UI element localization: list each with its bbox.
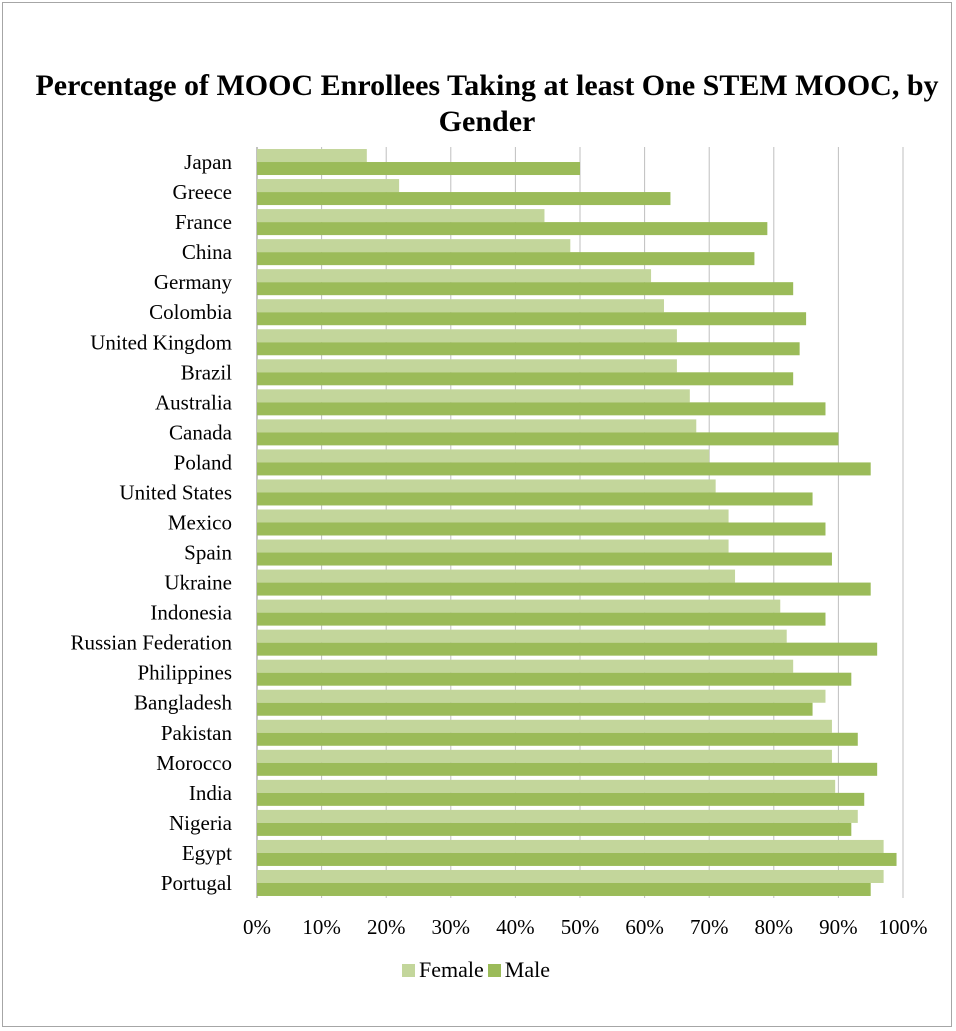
category-label: Germany bbox=[154, 270, 233, 294]
bar-female bbox=[257, 359, 677, 373]
bar-female bbox=[257, 209, 545, 223]
bar-female bbox=[257, 449, 710, 463]
x-tick-label: 40% bbox=[496, 915, 535, 939]
bar-female bbox=[257, 809, 858, 823]
bar-male bbox=[257, 402, 826, 416]
x-tick-label: 20% bbox=[367, 915, 406, 939]
bar-female bbox=[257, 659, 794, 673]
category-label: Nigeria bbox=[169, 811, 233, 835]
bar-female bbox=[257, 149, 367, 163]
x-tick-label: 100% bbox=[879, 915, 928, 939]
bar-female bbox=[257, 509, 729, 523]
category-label: Spain bbox=[184, 541, 232, 565]
bar-male bbox=[257, 222, 768, 236]
bar-female bbox=[257, 869, 884, 883]
category-label: India bbox=[189, 781, 233, 805]
bar-female bbox=[257, 269, 652, 283]
legend-item-female: Female bbox=[402, 957, 484, 983]
bar-female bbox=[257, 329, 677, 343]
bar-male bbox=[257, 732, 858, 746]
bar-female bbox=[257, 179, 400, 193]
legend: Female Male bbox=[0, 955, 956, 985]
category-label: Ukraine bbox=[164, 571, 232, 595]
bar-male bbox=[257, 372, 794, 386]
bar-male bbox=[257, 552, 832, 566]
category-label: Brazil bbox=[181, 360, 232, 384]
bar-male bbox=[257, 192, 671, 206]
category-label: Indonesia bbox=[150, 601, 232, 625]
legend-label-female: Female bbox=[419, 957, 484, 982]
bar-male bbox=[257, 672, 852, 686]
category-label: France bbox=[175, 210, 232, 234]
bar-female bbox=[257, 299, 664, 313]
bar-female bbox=[257, 389, 690, 403]
x-tick-label: 60% bbox=[625, 915, 664, 939]
category-label: Russian Federation bbox=[70, 631, 232, 655]
x-tick-label: 50% bbox=[561, 915, 600, 939]
x-tick-label: 30% bbox=[432, 915, 471, 939]
category-label: Portugal bbox=[161, 871, 232, 895]
bar-male bbox=[257, 702, 813, 716]
bar-female bbox=[257, 749, 832, 763]
category-label: Mexico bbox=[168, 511, 232, 535]
category-label: Greece bbox=[173, 180, 232, 204]
bar-female bbox=[257, 569, 736, 583]
bar-male bbox=[257, 252, 755, 266]
category-label: China bbox=[182, 240, 233, 264]
bar-female bbox=[257, 479, 716, 493]
category-label: Philippines bbox=[137, 661, 232, 685]
bar-male bbox=[257, 612, 826, 626]
legend-swatch-male bbox=[487, 963, 501, 977]
x-tick-labels: 0% 10% 20% 30% 40% 50% 60% 70% 80% 90% 100% bbox=[243, 915, 928, 939]
category-label: United States bbox=[119, 480, 232, 504]
x-tick-label: 0% bbox=[243, 915, 271, 939]
bar-female bbox=[257, 599, 781, 613]
x-tick-label: 70% bbox=[690, 915, 729, 939]
legend-item-male: Male bbox=[487, 957, 550, 983]
category-label: Colombia bbox=[149, 300, 233, 324]
bar-male bbox=[257, 432, 839, 446]
bar-female bbox=[257, 629, 787, 643]
bar-female bbox=[257, 239, 571, 253]
category-labels: Japan Greece France China Germany Colombia Uni… bbox=[70, 150, 232, 895]
bar-male bbox=[257, 882, 871, 896]
category-label: Japan bbox=[184, 150, 232, 174]
bar-female bbox=[257, 689, 826, 703]
bar-male bbox=[257, 162, 580, 176]
bar-male bbox=[257, 642, 878, 656]
bar-male bbox=[257, 792, 865, 806]
category-label: Poland bbox=[174, 450, 233, 474]
bar-male bbox=[257, 492, 813, 506]
bar-male bbox=[257, 822, 852, 836]
bar-male bbox=[257, 762, 878, 776]
bar-male bbox=[257, 582, 871, 596]
chart-title: Percentage of MOOC Enrollees Taking at l… bbox=[35, 69, 939, 138]
bar-female bbox=[257, 839, 884, 853]
bar-male bbox=[257, 342, 800, 356]
category-label: Bangladesh bbox=[134, 691, 232, 715]
bars bbox=[257, 149, 897, 896]
category-label: Pakistan bbox=[161, 721, 233, 745]
legend-swatch-female bbox=[402, 963, 416, 977]
category-label: Australia bbox=[155, 390, 233, 414]
bar-male bbox=[257, 522, 826, 536]
x-tick-label: 80% bbox=[755, 915, 794, 939]
legend-label-male: Male bbox=[504, 957, 550, 982]
category-label: Egypt bbox=[182, 841, 232, 865]
bar-female bbox=[257, 419, 697, 433]
bar-female bbox=[257, 719, 832, 733]
bar-female bbox=[257, 779, 836, 793]
bar-male bbox=[257, 282, 794, 296]
bar-male bbox=[257, 462, 871, 476]
category-label: Morocco bbox=[156, 751, 232, 775]
x-tick-label: 90% bbox=[819, 915, 858, 939]
category-label: United Kingdom bbox=[90, 330, 232, 354]
bar-male bbox=[257, 852, 897, 866]
x-tick-label: 10% bbox=[302, 915, 341, 939]
bar-male bbox=[257, 312, 807, 326]
category-label: Canada bbox=[169, 420, 233, 444]
bar-female bbox=[257, 539, 729, 553]
